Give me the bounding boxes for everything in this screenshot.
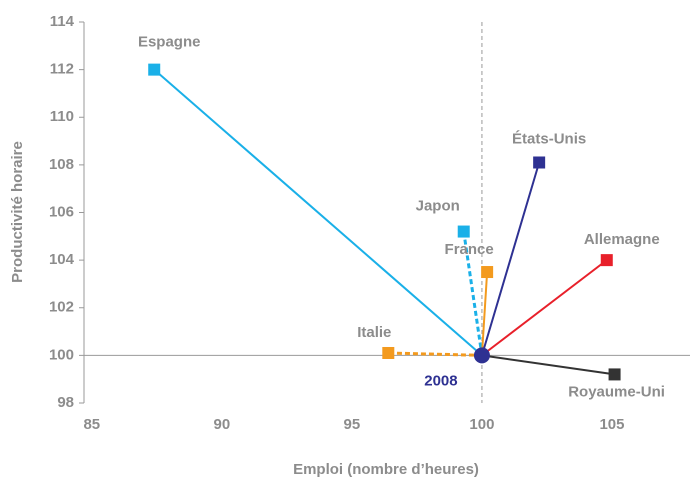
point-label: Japon xyxy=(416,198,460,215)
y-tick-label: 108 xyxy=(49,156,74,173)
y-tick-label: 102 xyxy=(49,299,74,316)
origin-label: 2008 xyxy=(424,372,457,389)
point-label: Italie xyxy=(357,324,391,341)
y-tick-label: 104 xyxy=(49,251,75,268)
y-tick-label: 106 xyxy=(49,203,74,220)
x-tick-label: 95 xyxy=(344,416,361,433)
origin-point xyxy=(473,347,490,364)
x-tick-label: 85 xyxy=(83,416,100,433)
x-axis-label: Emploi (nombre d’heures) xyxy=(293,461,479,478)
point-label: Espagne xyxy=(138,34,201,51)
point-label: France xyxy=(445,241,494,258)
point xyxy=(481,266,494,279)
y-tick-label: 114 xyxy=(50,13,75,30)
point xyxy=(608,368,621,381)
y-tick-label: 112 xyxy=(50,61,74,78)
connector xyxy=(462,231,484,356)
point xyxy=(533,156,546,169)
y-tick-label: 98 xyxy=(57,394,74,411)
connector xyxy=(480,271,489,356)
connector xyxy=(480,162,541,356)
point xyxy=(148,63,161,76)
point-label: Allemagne xyxy=(584,231,660,248)
point xyxy=(457,225,470,238)
point-label: États-Unis xyxy=(512,130,586,147)
point xyxy=(600,254,613,267)
y-tick-label: 110 xyxy=(50,108,74,125)
connector xyxy=(153,68,483,357)
x-tick-label: 100 xyxy=(469,416,494,433)
point-label: Royaume-Uni xyxy=(568,383,665,400)
y-axis-label: Productivité horaire xyxy=(9,141,26,283)
point xyxy=(382,346,395,359)
y-tick-label: 100 xyxy=(49,346,74,363)
connector xyxy=(481,259,608,357)
x-tick-label: 105 xyxy=(599,416,624,433)
connector xyxy=(481,354,615,376)
x-tick-label: 90 xyxy=(214,416,231,433)
